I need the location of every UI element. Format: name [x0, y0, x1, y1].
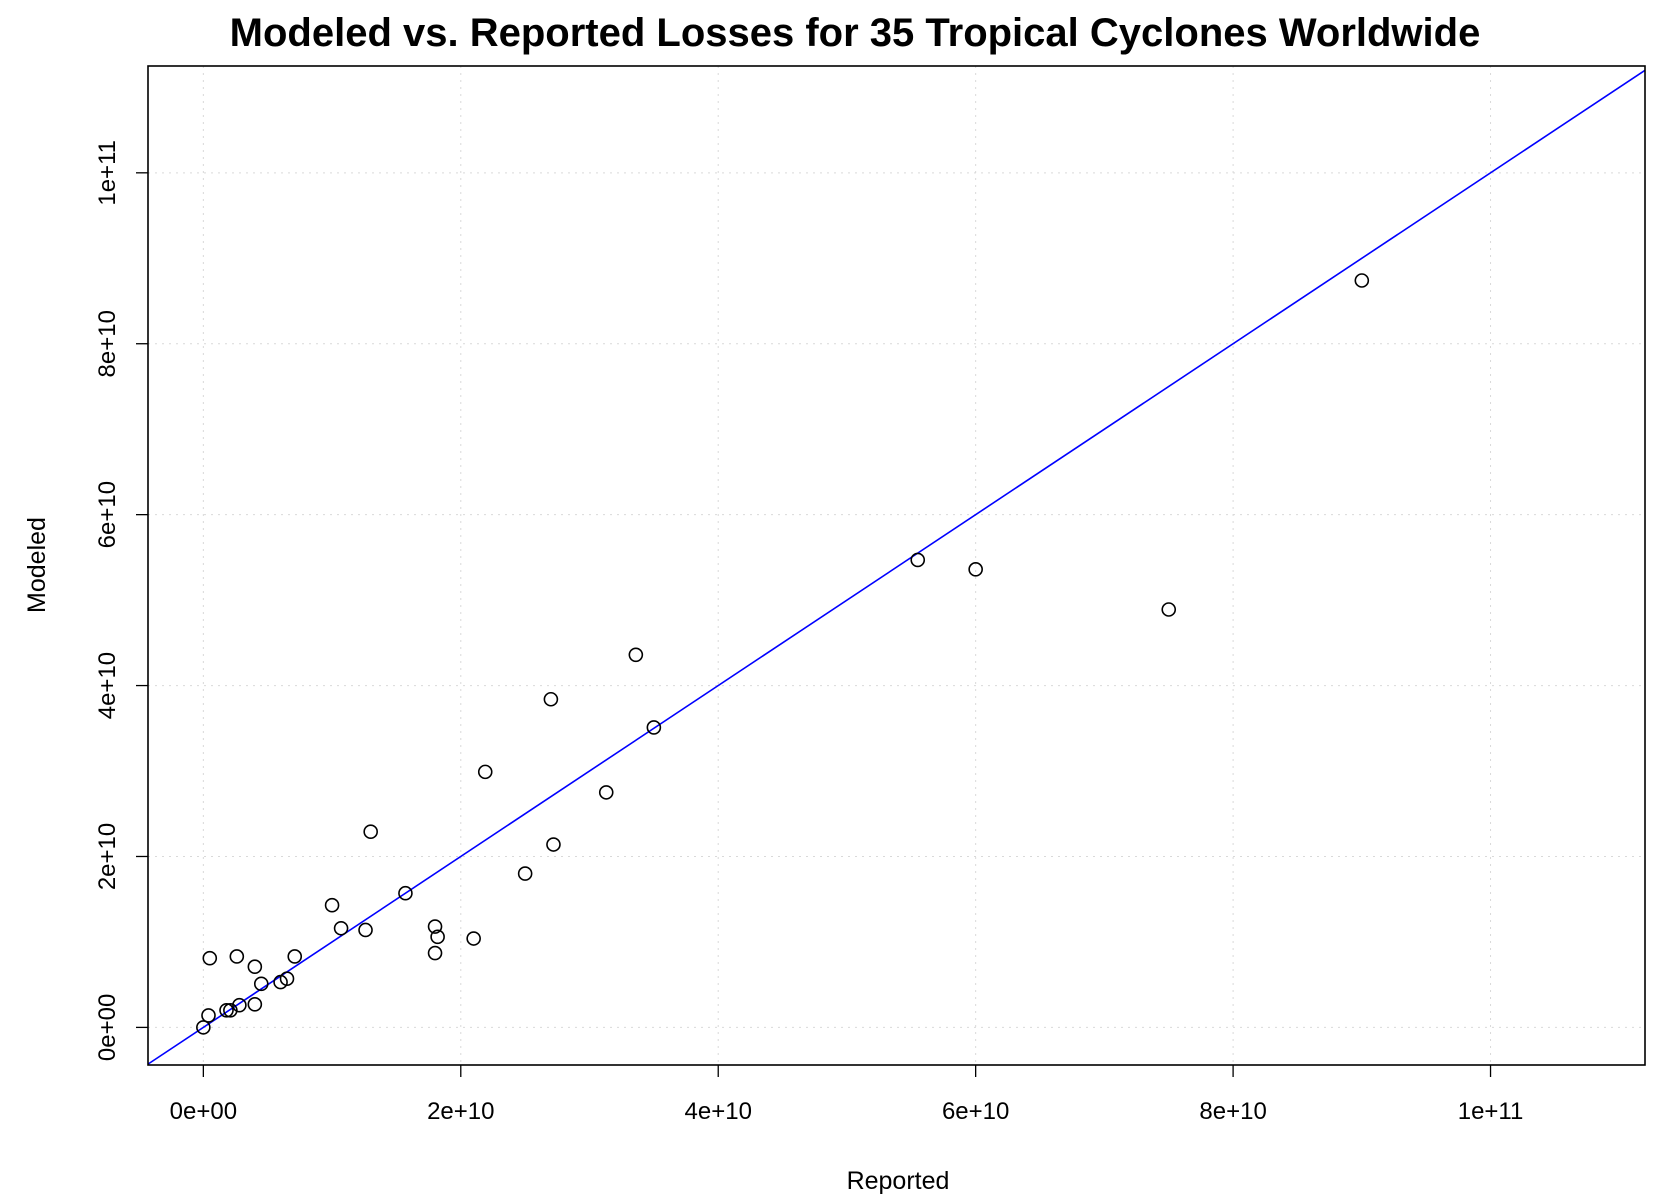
- data-point-7: [247, 959, 263, 975]
- chart-title: Modeled vs. Reported Losses for 35 Tropi…: [230, 11, 1481, 55]
- data-point-20: [430, 929, 445, 945]
- data-point-22: [477, 764, 493, 780]
- data-point-4: [223, 1003, 238, 1018]
- y-tick-label-3: 6e+10: [94, 481, 121, 548]
- identity-line-layer: [147, 69, 1646, 1065]
- data-point-23: [517, 866, 533, 881]
- y-tick-label-2: 4e+10: [94, 652, 121, 719]
- data-point-15: [358, 922, 373, 938]
- x-tick-label-2: 4e+10: [685, 1098, 752, 1125]
- plot-frame: [147, 65, 1646, 1066]
- y-axis-label: Modeled: [23, 517, 51, 613]
- data-point-27: [628, 647, 644, 663]
- data-point-0: [196, 1020, 211, 1035]
- x-tick-label-1: 2e+10: [427, 1098, 494, 1125]
- data-point-32: [1354, 273, 1370, 288]
- x-axis: 0e+00 2e+10 4e+10 6e+10 8e+10 1e+11: [170, 1065, 1524, 1125]
- grid: [148, 66, 1645, 1065]
- data-point-9: [253, 976, 269, 992]
- y-axis: 0e+00 2e+10 4e+10 6e+10 8e+10 1e+11: [94, 140, 148, 1061]
- data-point-18: [427, 919, 443, 934]
- y-tick-label-5: 1e+11: [94, 140, 121, 206]
- data-point-19: [427, 945, 443, 961]
- data-points: [196, 273, 1370, 1035]
- data-point-29: [910, 552, 926, 568]
- data-point-3: [219, 1003, 234, 1018]
- x-axis-label: Reported: [847, 1167, 950, 1195]
- data-point-28: [646, 720, 662, 735]
- data-point-12: [287, 949, 303, 964]
- data-point-6: [232, 997, 247, 1013]
- data-point-2: [202, 950, 218, 966]
- x-tick-label-3: 6e+10: [942, 1098, 1009, 1125]
- x-tick-label-5: 1e+11: [1458, 1098, 1524, 1125]
- data-point-14: [333, 920, 349, 936]
- data-point-17: [398, 885, 413, 901]
- y-tick-label-4: 8e+10: [94, 310, 121, 377]
- data-point-26: [598, 785, 614, 800]
- data-point-25: [546, 837, 561, 852]
- data-point-5: [229, 949, 245, 964]
- data-point-16: [363, 824, 378, 840]
- y-tick-label-0: 0e+00: [94, 994, 121, 1061]
- y-tick-label-1: 2e+10: [94, 823, 121, 890]
- data-point-21: [466, 931, 481, 946]
- identity-line: [147, 69, 1646, 1065]
- data-point-1: [201, 1008, 216, 1023]
- data-point-11: [279, 971, 295, 986]
- x-tick-label-4: 8e+10: [1199, 1098, 1266, 1125]
- x-tick-label-0: 0e+00: [170, 1098, 237, 1125]
- data-point-13: [324, 897, 340, 913]
- data-point-8: [247, 997, 263, 1012]
- data-point-31: [1161, 602, 1177, 617]
- data-point-30: [968, 562, 983, 577]
- data-point-24: [543, 691, 559, 707]
